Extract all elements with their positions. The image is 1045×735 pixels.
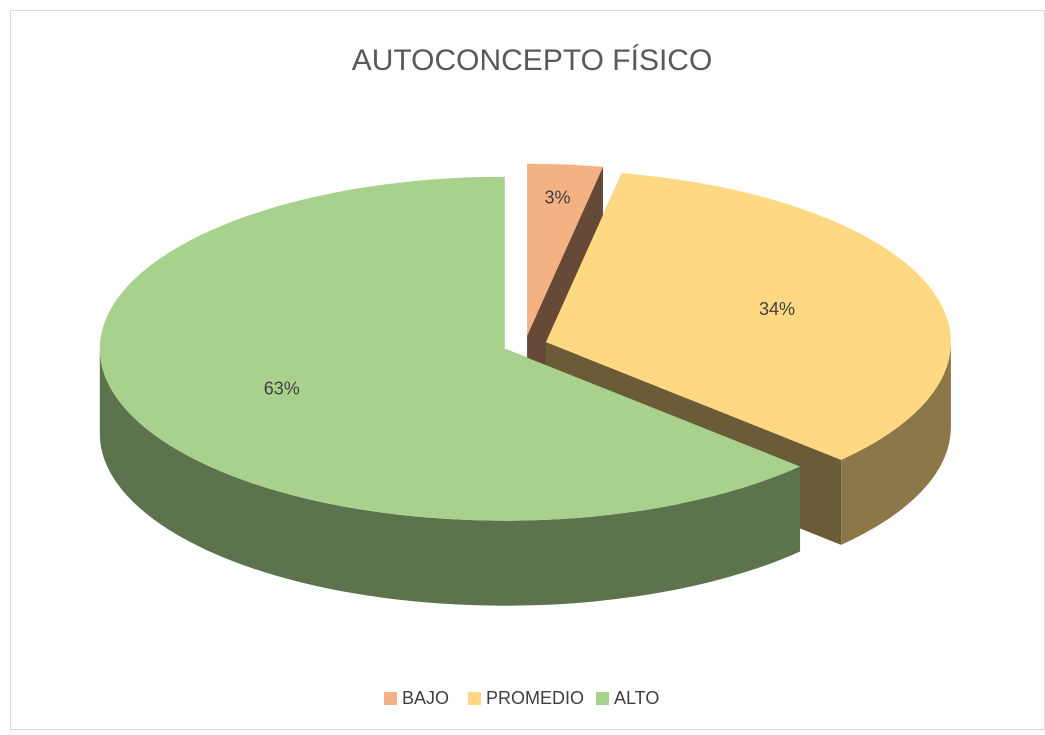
data-label: 63% bbox=[264, 378, 300, 398]
legend-label: BAJO bbox=[402, 688, 449, 708]
legend-label: PROMEDIO bbox=[486, 688, 584, 708]
legend-swatch bbox=[384, 692, 397, 705]
slice bbox=[99, 176, 801, 521]
slice-side bbox=[99, 348, 801, 606]
data-label: 34% bbox=[759, 299, 795, 319]
chart-title: AUTOCONCEPTO FÍSICO bbox=[352, 44, 713, 77]
slice bbox=[527, 163, 603, 336]
data-label: 3% bbox=[545, 187, 571, 207]
legend-swatch bbox=[596, 692, 609, 705]
slice-side bbox=[841, 342, 951, 545]
legend-label: ALTO bbox=[614, 688, 659, 708]
slice bbox=[545, 173, 951, 460]
legend-swatch bbox=[468, 692, 481, 705]
